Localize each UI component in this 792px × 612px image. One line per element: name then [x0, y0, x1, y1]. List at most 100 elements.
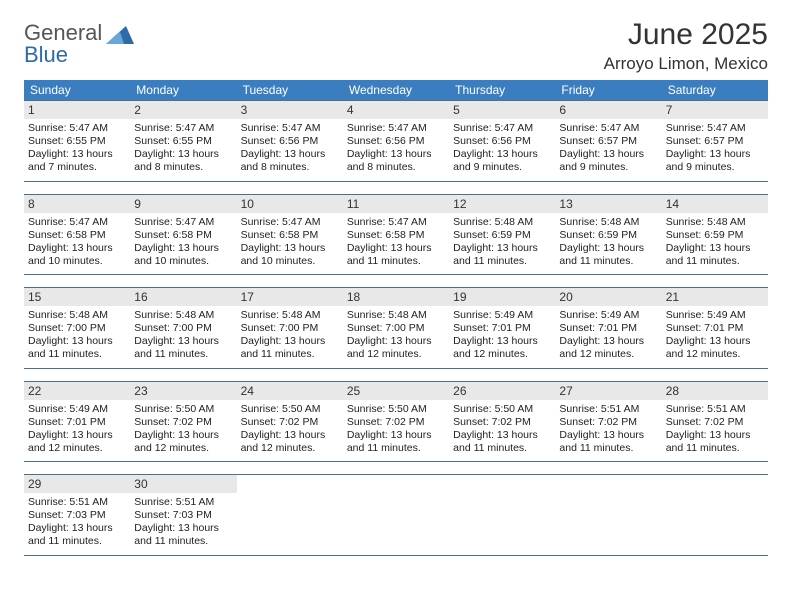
sunset-text: Sunset: 6:56 PM [241, 135, 339, 148]
sunrise-text: Sunrise: 5:47 AM [134, 122, 232, 135]
sunrise-text: Sunrise: 5:51 AM [28, 496, 126, 509]
sunset-text: Sunset: 7:03 PM [134, 509, 232, 522]
weekday-label: Monday [130, 80, 236, 100]
daylight-text: Daylight: 13 hours [28, 148, 126, 161]
day-cell: 7Sunrise: 5:47 AMSunset: 6:57 PMDaylight… [662, 101, 768, 181]
day-cell: 3Sunrise: 5:47 AMSunset: 6:56 PMDaylight… [237, 101, 343, 181]
daylight-text: and 12 minutes. [28, 442, 126, 455]
daylight-text: Daylight: 13 hours [347, 148, 445, 161]
day-cell: 6Sunrise: 5:47 AMSunset: 6:57 PMDaylight… [555, 101, 661, 181]
sunset-text: Sunset: 7:01 PM [666, 322, 764, 335]
sunset-text: Sunset: 6:58 PM [134, 229, 232, 242]
day-number: 3 [237, 101, 343, 119]
sunrise-text: Sunrise: 5:51 AM [559, 403, 657, 416]
sunset-text: Sunset: 6:59 PM [666, 229, 764, 242]
day-cell: 21Sunrise: 5:49 AMSunset: 7:01 PMDayligh… [662, 288, 768, 368]
daylight-text: Daylight: 13 hours [134, 335, 232, 348]
day-cell: 23Sunrise: 5:50 AMSunset: 7:02 PMDayligh… [130, 382, 236, 462]
sunrise-text: Sunrise: 5:48 AM [666, 216, 764, 229]
day-number: 27 [555, 382, 661, 400]
sunrise-text: Sunrise: 5:47 AM [241, 216, 339, 229]
month-title: June 2025 [604, 18, 768, 52]
sunset-text: Sunset: 6:59 PM [559, 229, 657, 242]
sunrise-text: Sunrise: 5:48 AM [28, 309, 126, 322]
day-cell: 10Sunrise: 5:47 AMSunset: 6:58 PMDayligh… [237, 195, 343, 275]
day-number: 28 [662, 382, 768, 400]
sunset-text: Sunset: 6:57 PM [666, 135, 764, 148]
sunset-text: Sunset: 7:00 PM [347, 322, 445, 335]
day-cell: 15Sunrise: 5:48 AMSunset: 7:00 PMDayligh… [24, 288, 130, 368]
sunrise-text: Sunrise: 5:47 AM [666, 122, 764, 135]
sunrise-text: Sunrise: 5:49 AM [559, 309, 657, 322]
day-cell: 8Sunrise: 5:47 AMSunset: 6:58 PMDaylight… [24, 195, 130, 275]
daylight-text: Daylight: 13 hours [666, 148, 764, 161]
week-row: 15Sunrise: 5:48 AMSunset: 7:00 PMDayligh… [24, 287, 768, 369]
daylight-text: and 11 minutes. [347, 255, 445, 268]
sunset-text: Sunset: 6:59 PM [453, 229, 551, 242]
day-cell: 16Sunrise: 5:48 AMSunset: 7:00 PMDayligh… [130, 288, 236, 368]
sunset-text: Sunset: 7:00 PM [28, 322, 126, 335]
daylight-text: Daylight: 13 hours [28, 242, 126, 255]
sunset-text: Sunset: 6:57 PM [559, 135, 657, 148]
day-number: 18 [343, 288, 449, 306]
daylight-text: Daylight: 13 hours [559, 148, 657, 161]
daylight-text: and 11 minutes. [453, 255, 551, 268]
daylight-text: and 11 minutes. [559, 255, 657, 268]
title-block: June 2025 Arroyo Limon, Mexico [604, 18, 768, 74]
daylight-text: Daylight: 13 hours [559, 429, 657, 442]
daylight-text: and 12 minutes. [666, 348, 764, 361]
sunset-text: Sunset: 7:00 PM [241, 322, 339, 335]
brand-logo: General Blue [24, 18, 134, 66]
sunrise-text: Sunrise: 5:47 AM [28, 216, 126, 229]
day-cell: 27 Sunrise: 5:51 AMSunset: 7:02 PMDayligh… [555, 382, 661, 462]
sunset-text: Sunset: 6:56 PM [453, 135, 551, 148]
sunset-text: Sunset: 7:02 PM [453, 416, 551, 429]
sunrise-text: Sunrise: 5:47 AM [559, 122, 657, 135]
sunset-text: Sunset: 6:56 PM [347, 135, 445, 148]
daylight-text: and 11 minutes. [28, 348, 126, 361]
sunrise-text: Sunrise: 5:51 AM [666, 403, 764, 416]
daylight-text: Daylight: 13 hours [347, 335, 445, 348]
sunrise-text: Sunrise: 5:50 AM [347, 403, 445, 416]
sunrise-text: Sunrise: 5:49 AM [28, 403, 126, 416]
weeks-container: 1Sunrise: 5:47 AMSunset: 6:55 PMDaylight… [24, 100, 768, 556]
empty-cell [343, 475, 449, 555]
sunrise-text: Sunrise: 5:50 AM [453, 403, 551, 416]
daylight-text: Daylight: 13 hours [666, 429, 764, 442]
day-cell: 2Sunrise: 5:47 AMSunset: 6:55 PMDaylight… [130, 101, 236, 181]
day-number: 30 [130, 475, 236, 493]
daylight-text: Daylight: 13 hours [241, 429, 339, 442]
sunset-text: Sunset: 7:02 PM [559, 416, 657, 429]
daylight-text: and 11 minutes. [241, 348, 339, 361]
daylight-text: Daylight: 13 hours [347, 242, 445, 255]
sunrise-text: Sunrise: 5:48 AM [134, 309, 232, 322]
day-number: 21 [662, 288, 768, 306]
daylight-text: and 10 minutes. [241, 255, 339, 268]
calendar: Sunday Monday Tuesday Wednesday Thursday… [24, 80, 768, 556]
daylight-text: and 11 minutes. [453, 442, 551, 455]
daylight-text: Daylight: 13 hours [28, 522, 126, 535]
sunset-text: Sunset: 6:55 PM [28, 135, 126, 148]
day-number: 14 [662, 195, 768, 213]
daylight-text: and 11 minutes. [666, 442, 764, 455]
day-number: 29 [24, 475, 130, 493]
week-row: 8Sunrise: 5:47 AMSunset: 6:58 PMDaylight… [24, 194, 768, 276]
daylight-text: Daylight: 13 hours [559, 335, 657, 348]
day-cell: 9Sunrise: 5:47 AMSunset: 6:58 PMDaylight… [130, 195, 236, 275]
empty-cell [449, 475, 555, 555]
day-cell: 28Sunrise: 5:51 AMSunset: 7:02 PMDayligh… [662, 382, 768, 462]
daylight-text: Daylight: 13 hours [666, 335, 764, 348]
sunrise-text: Sunrise: 5:48 AM [453, 216, 551, 229]
weekday-label: Saturday [662, 80, 768, 100]
daylight-text: Daylight: 13 hours [666, 242, 764, 255]
day-number: 10 [237, 195, 343, 213]
day-cell: 20Sunrise: 5:49 AMSunset: 7:01 PMDayligh… [555, 288, 661, 368]
daylight-text: and 12 minutes. [241, 442, 339, 455]
page: General Blue June 2025 Arroyo Limon, Mex… [0, 0, 792, 556]
daylight-text: Daylight: 13 hours [453, 429, 551, 442]
day-cell: 1Sunrise: 5:47 AMSunset: 6:55 PMDaylight… [24, 101, 130, 181]
daylight-text: and 8 minutes. [347, 161, 445, 174]
daylight-text: and 12 minutes. [134, 442, 232, 455]
sunset-text: Sunset: 7:01 PM [453, 322, 551, 335]
sunrise-text: Sunrise: 5:48 AM [559, 216, 657, 229]
